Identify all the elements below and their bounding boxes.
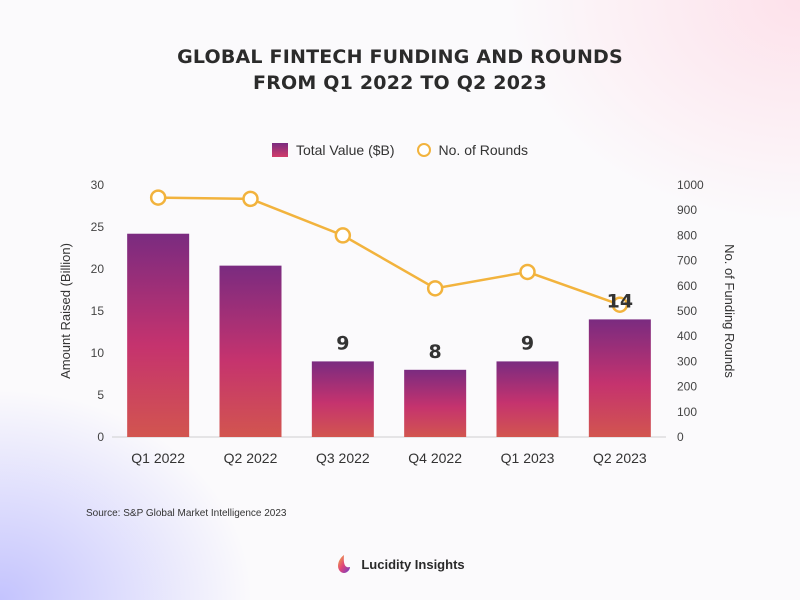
rounds-point [519, 263, 536, 281]
y-tick-label: 10 [91, 346, 105, 360]
brand-name: Lucidity Insights [361, 556, 465, 572]
bar-q4-2022 [404, 369, 467, 437]
x-tick-label: Q1 2023 [501, 450, 555, 466]
legend-label-total-value: Total Value ($B) [295, 142, 395, 158]
legend-item-total-value: Total Value ($B) [271, 142, 395, 158]
bar-q2-2023 [588, 319, 651, 437]
rounds-point [611, 296, 629, 313]
rounds-point [334, 227, 352, 244]
y2-tick-label: 500 [677, 304, 697, 318]
y2-tick-label: 0 [677, 430, 684, 444]
x-tick-label: Q1 2022 [131, 450, 185, 466]
y-tick-label: 0 [97, 430, 104, 444]
y-tick-label: 5 [97, 388, 104, 402]
rounds-point [242, 190, 259, 208]
y2-tick-label: 900 [677, 203, 697, 217]
bar-q2-2022 [219, 265, 282, 437]
y-tick-label: 15 [91, 304, 105, 318]
bar-q1-2023 [496, 361, 559, 437]
bar-q3-2022 [311, 361, 374, 437]
y-axis-label: Amount Raised (Billion) [58, 243, 73, 379]
brand: Lucidity Insights [0, 554, 800, 574]
y2-tick-label: 800 [677, 228, 697, 242]
y2-tick-label: 600 [677, 279, 697, 293]
rounds-point [149, 189, 167, 206]
chart-legend: Total Value ($B) No. of Rounds [0, 142, 800, 158]
y2-tick-label: 200 [677, 380, 697, 394]
bar-data-label: 8 [429, 341, 442, 363]
y2-tick-label: 400 [677, 329, 697, 343]
legend-dot-swatch [416, 143, 431, 157]
legend-item-rounds: No. of Rounds [416, 142, 529, 158]
y-tick-label: 30 [91, 178, 105, 192]
bar-data-label: 14 [607, 290, 633, 312]
y2-tick-label: 1000 [677, 178, 704, 192]
x-tick-label: Q3 2022 [316, 450, 370, 466]
y2-tick-label: 100 [677, 405, 697, 419]
x-tick-label: Q2 2022 [224, 450, 278, 466]
bar-q1-2022 [127, 233, 190, 437]
y2-tick-label: 300 [677, 354, 697, 368]
legend-bar-swatch [271, 143, 288, 157]
x-tick-label: Q4 2022 [408, 450, 462, 466]
x-tick-label: Q2 2023 [593, 450, 647, 466]
y-tick-label: 20 [91, 262, 105, 276]
lucidity-logo-icon [338, 555, 351, 573]
chart-title: GLOBAL FINTECH FUNDING AND ROUNDS FROM Q… [0, 44, 800, 96]
source-note: Source: S&P Global Market Intelligence 2… [86, 508, 287, 519]
bar-data-label: 9 [336, 332, 349, 354]
chart-title-line-1: GLOBAL FINTECH FUNDING AND ROUNDS [177, 46, 623, 68]
rounds-line [158, 196, 621, 306]
y2-axis-label: No. of Funding Rounds [722, 244, 737, 378]
rounds-point [426, 280, 444, 297]
bar-data-label: 9 [521, 332, 534, 354]
y-tick-label: 25 [91, 220, 105, 234]
chart-title-line-2: FROM Q1 2022 TO Q2 2023 [253, 72, 547, 94]
legend-label-rounds: No. of Rounds [438, 142, 529, 158]
y2-tick-label: 700 [677, 254, 697, 268]
